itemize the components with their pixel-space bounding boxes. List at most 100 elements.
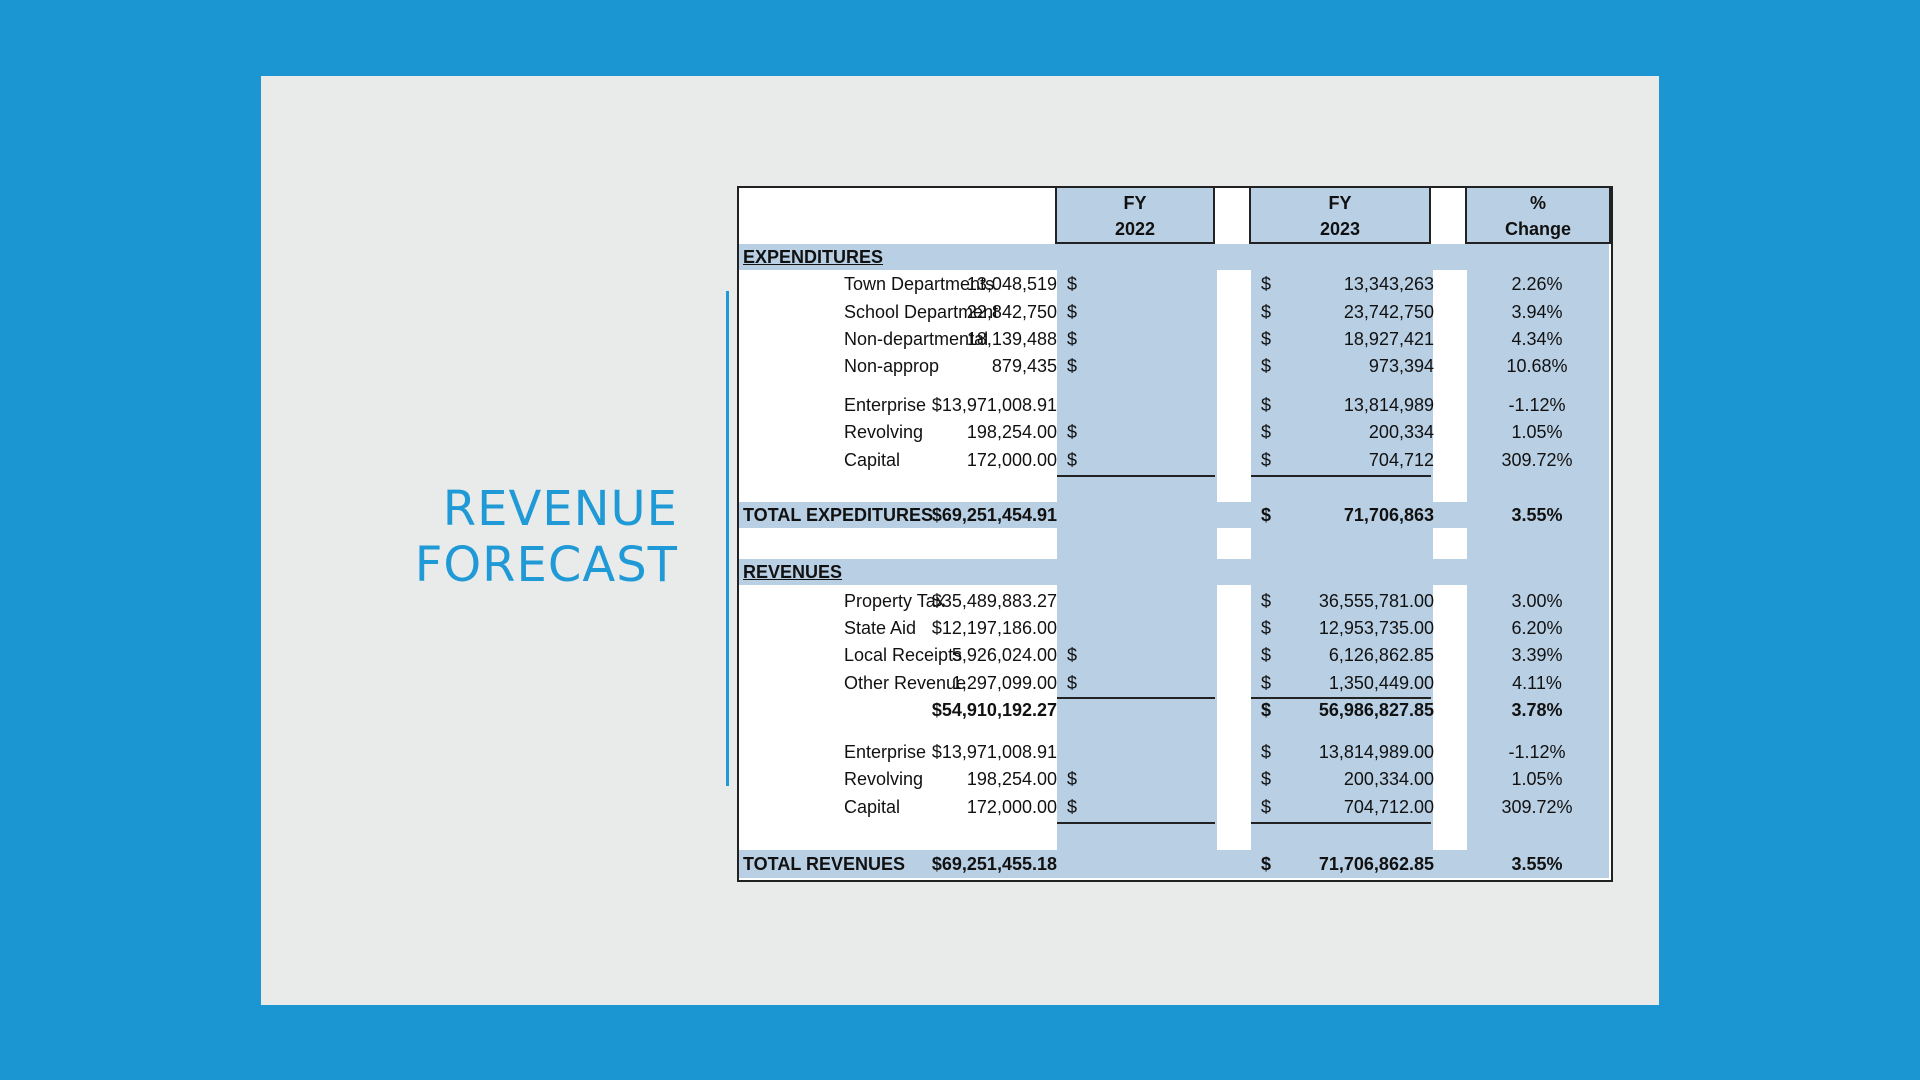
row-label: Revolving (844, 422, 924, 442)
fy2022-subtotal: $54,910,192.27 (931, 700, 1057, 720)
total-expenditures-row: TOTAL EXPEDITURES $69,251,454.91 $ 71,70… (737, 502, 1613, 528)
fy2023-value: 13,814,989 (1343, 395, 1434, 415)
table-row: Revolving $ 198,254.00 $ 200,334 1.05% (737, 419, 1613, 445)
revenues-section-row: REVENUES (737, 559, 1613, 585)
header-change-line2: Change (1504, 219, 1571, 239)
table-row: Non-departmental $ 18,139,488 $ 18,927,4… (737, 326, 1613, 352)
subtotal-percent-change: 3.78% (1511, 700, 1563, 720)
header-change: % Change (1465, 186, 1611, 244)
header-fy2023: FY 2023 (1249, 186, 1431, 244)
row-label: Other Revenue (844, 673, 967, 693)
total-expenditures-band (739, 502, 1609, 528)
currency-sign: $ (1261, 591, 1272, 611)
currency-sign: $ (1067, 356, 1078, 376)
currency-sign: $ (1067, 274, 1078, 294)
fy2022-value: 18,139,488 (966, 329, 1057, 349)
fy2023-value: 12,953,735.00 (1318, 618, 1434, 638)
currency-sign: $ (1067, 450, 1078, 470)
fy2023-value: 13,814,989.00 (1318, 742, 1434, 762)
currency-sign: $ (1261, 854, 1272, 874)
row-label: Enterprise (844, 395, 927, 415)
table-row: State Aid $12,197,186.00 $ 12,953,735.00… (737, 615, 1613, 641)
fy2023-underline (1251, 475, 1431, 477)
currency-sign: $ (1067, 769, 1078, 789)
row-label: Enterprise (844, 742, 927, 762)
fy2022-value: $12,197,186.00 (931, 618, 1057, 638)
fy2022-value: 1,297,099.00 (951, 673, 1057, 693)
expenditures-section-label: EXPENDITURES (743, 247, 884, 267)
header-fy2022: FY 2022 (1055, 186, 1215, 244)
title-line-2: FORECAST (414, 537, 678, 593)
revenues-section-label: REVENUES (743, 562, 843, 582)
header-change-line1: % (1529, 193, 1546, 213)
row-label: Revolving (844, 769, 924, 789)
fy2023-subtotal: 56,986,827.85 (1318, 700, 1434, 720)
currency-sign: $ (1261, 505, 1272, 525)
table-row: Other Revenue $ 1,297,099.00 $ 1,350,449… (737, 670, 1613, 696)
revenues-header-band (739, 559, 1609, 585)
fy2022-value: 172,000.00 (966, 797, 1057, 817)
currency-sign: $ (1261, 673, 1272, 693)
percent-change: 4.11% (1512, 673, 1562, 693)
fy2022-value: $13,971,008.91 (931, 395, 1057, 415)
fy2022-value: 879,435 (991, 356, 1057, 376)
fy2023-total: 71,706,862.85 (1318, 854, 1434, 874)
fy2023-value: 200,334 (1368, 422, 1434, 442)
row-label: Non-departmental (844, 329, 989, 349)
fy2022-value: 198,254.00 (966, 769, 1057, 789)
table-row: Capital $ 172,000.00 $ 704,712.00 309.72… (737, 794, 1613, 820)
fy2023-value: 1,350,449.00 (1328, 673, 1434, 693)
table-row: Non-approp $ 879,435 $ 973,394 10.68% (737, 353, 1613, 379)
currency-sign: $ (1261, 422, 1272, 442)
percent-change: 4.34% (1511, 329, 1563, 349)
row-label: Town Departments (844, 274, 995, 294)
fy2023-value: 200,334.00 (1343, 769, 1434, 789)
percent-change: 3.94% (1511, 302, 1563, 322)
fy2022-value: $13,971,008.91 (931, 742, 1057, 762)
currency-sign: $ (1067, 797, 1078, 817)
row-label: State Aid (844, 618, 917, 638)
fy2023-underline (1251, 822, 1431, 824)
fy2022-underline (1057, 697, 1215, 699)
fy2023-value: 704,712 (1368, 450, 1434, 470)
fy2023-value: 6,126,862.85 (1328, 645, 1434, 665)
currency-sign: $ (1261, 302, 1272, 322)
percent-change: 309.72% (1501, 797, 1573, 817)
currency-sign: $ (1067, 645, 1078, 665)
expenditures-section-row: EXPENDITURES (737, 244, 1613, 270)
fy2023-underline (1251, 697, 1431, 699)
fy2023-value: 36,555,781.00 (1318, 591, 1434, 611)
percent-change: -1.12% (1508, 742, 1566, 762)
percent-change: 6.20% (1511, 618, 1563, 638)
currency-sign: $ (1067, 422, 1078, 442)
header-fy2022-line1: FY (1123, 193, 1147, 213)
header-fy2023-line1: FY (1328, 193, 1352, 213)
forecast-table: FY 2022 FY 2023 % Change EXPENDITURES To… (737, 186, 1613, 882)
currency-sign: $ (1261, 356, 1272, 376)
total-expenditures-label: TOTAL EXPEDITURES (743, 505, 934, 525)
percent-change: 309.72% (1501, 450, 1573, 470)
table-row: Capital $ 172,000.00 $ 704,712 309.72% (737, 447, 1613, 473)
fy2022-underline (1057, 475, 1215, 477)
currency-sign: $ (1067, 329, 1078, 349)
fy2022-total: $69,251,454.91 (931, 505, 1057, 525)
currency-sign: $ (1261, 329, 1272, 349)
table-row: Revolving $ 198,254.00 $ 200,334.00 1.05… (737, 766, 1613, 792)
currency-sign: $ (1067, 302, 1078, 322)
fy2022-underline (1057, 822, 1215, 824)
slide-title: REVENUE FORECAST (415, 481, 678, 593)
currency-sign: $ (1261, 618, 1272, 638)
fy2023-value: 973,394 (1368, 356, 1434, 376)
currency-sign: $ (1261, 769, 1272, 789)
currency-sign: $ (1261, 450, 1272, 470)
table-row: Town Departments $ 13,048,519 $ 13,343,2… (737, 271, 1613, 297)
total-revenues-label: TOTAL REVENUES (743, 854, 906, 874)
fy2022-value: 5,926,024.00 (951, 645, 1057, 665)
fy2022-value: 22,842,750 (966, 302, 1057, 322)
title-line-1: REVENUE (442, 481, 678, 537)
row-label: School Department (844, 302, 999, 322)
table-row: School Department $ 22,842,750 $ 23,742,… (737, 299, 1613, 325)
currency-sign: $ (1261, 700, 1272, 720)
total-revenues-row: TOTAL REVENUES $69,251,455.18 $ 71,706,8… (737, 851, 1613, 877)
total-revenues-band (739, 850, 1609, 878)
